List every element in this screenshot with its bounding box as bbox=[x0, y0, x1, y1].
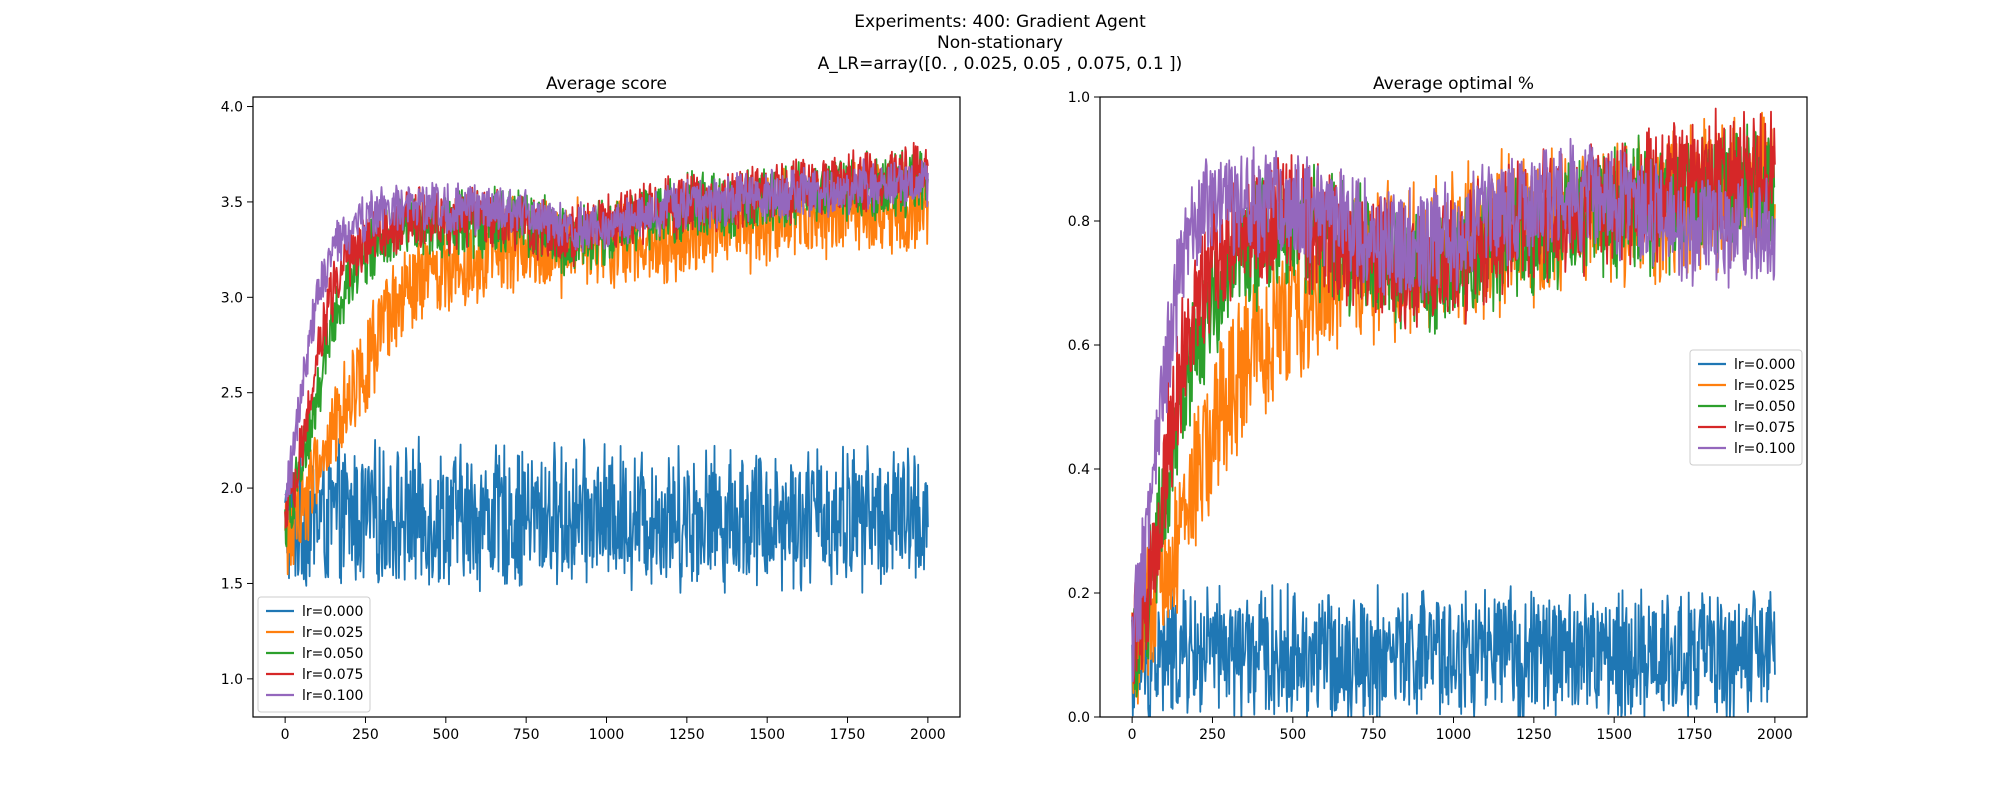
chart-average-optimal: 0 250 500 750 1000 1250 1500 1750 2000 0.0 0.2 0.4 0… bbox=[1068, 74, 1808, 743]
legend-label: lr=0.025 bbox=[302, 625, 363, 641]
y-tick-label: 0.4 bbox=[1068, 462, 1090, 478]
legend-label: lr=0.100 bbox=[302, 688, 363, 704]
chart-title: Average optimal % bbox=[1373, 74, 1534, 94]
y-tick-label: 3.0 bbox=[221, 290, 243, 306]
x-tick-label: 1250 bbox=[669, 727, 705, 743]
legend-label: lr=0.000 bbox=[302, 604, 363, 620]
legend: lr=0.000 lr=0.025 lr=0.050 lr=0.075 lr=0.100 bbox=[257, 596, 371, 713]
series-line-lr=0.000 bbox=[1131, 583, 1776, 717]
legend-label: lr=0.075 bbox=[302, 667, 363, 683]
x-tick-label: 500 bbox=[1279, 727, 1306, 743]
figure-suptitle-line-3: A_LR=array([0. , 0.025, 0.05 , 0.075, 0.… bbox=[817, 54, 1183, 74]
legend: lr=0.000 lr=0.025 lr=0.050 lr=0.075 lr=0.100 bbox=[1689, 349, 1803, 466]
legend-label: lr=0.075 bbox=[1734, 420, 1795, 436]
x-tick-label: 1500 bbox=[749, 727, 785, 743]
x-tick-label: 1250 bbox=[1516, 727, 1552, 743]
legend-label: lr=0.000 bbox=[1734, 357, 1795, 373]
x-tick-label: 2000 bbox=[1757, 727, 1793, 743]
legend-label: lr=0.025 bbox=[1734, 378, 1795, 394]
y-tick-label: 1.0 bbox=[221, 672, 243, 688]
x-tick-label: 0 bbox=[1128, 727, 1137, 743]
x-tick-label: 750 bbox=[513, 727, 540, 743]
x-tick-label: 750 bbox=[1360, 727, 1387, 743]
x-tick-label: 0 bbox=[281, 727, 290, 743]
series-line-lr=0.100 bbox=[284, 158, 929, 501]
y-tick-label: 0.2 bbox=[1068, 586, 1090, 602]
legend-label: lr=0.050 bbox=[302, 646, 363, 662]
x-tick-label: 250 bbox=[1199, 727, 1226, 743]
y-tick-label: 4.0 bbox=[221, 100, 243, 116]
x-tick-label: 1000 bbox=[589, 727, 625, 743]
y-tick-label: 1.5 bbox=[221, 576, 243, 592]
y-tick-label: 0.0 bbox=[1068, 710, 1090, 726]
y-tick-label: 1.0 bbox=[1068, 90, 1090, 106]
legend-label: lr=0.050 bbox=[1734, 399, 1795, 415]
figure-suptitle-line-1: Experiments: 400: Gradient Agent bbox=[854, 12, 1146, 32]
x-tick-label: 1750 bbox=[1677, 727, 1713, 743]
x-tick-label: 1750 bbox=[830, 727, 866, 743]
series-line-lr=0.000 bbox=[284, 435, 929, 594]
y-tick-label: 2.5 bbox=[221, 386, 243, 402]
y-tick-label: 0.6 bbox=[1068, 338, 1090, 354]
x-tick-label: 1000 bbox=[1436, 727, 1472, 743]
x-tick-label: 500 bbox=[432, 727, 459, 743]
y-tick-label: 2.0 bbox=[221, 481, 243, 497]
legend-label: lr=0.100 bbox=[1734, 441, 1795, 457]
y-tick-label: 3.5 bbox=[221, 195, 243, 211]
x-tick-label: 2000 bbox=[910, 727, 946, 743]
figure-suptitle-line-2: Non-stationary bbox=[937, 33, 1063, 53]
series-line-lr=0.100 bbox=[1131, 137, 1776, 683]
chart-title: Average score bbox=[546, 74, 667, 94]
x-tick-label: 1500 bbox=[1596, 727, 1632, 743]
x-tick-label: 250 bbox=[352, 727, 379, 743]
y-tick-label: 0.8 bbox=[1068, 214, 1090, 230]
chart-average-score: 0 250 500 750 1000 1250 1500 1750 2000 1.0 1.5 2.0 2… bbox=[221, 74, 961, 743]
